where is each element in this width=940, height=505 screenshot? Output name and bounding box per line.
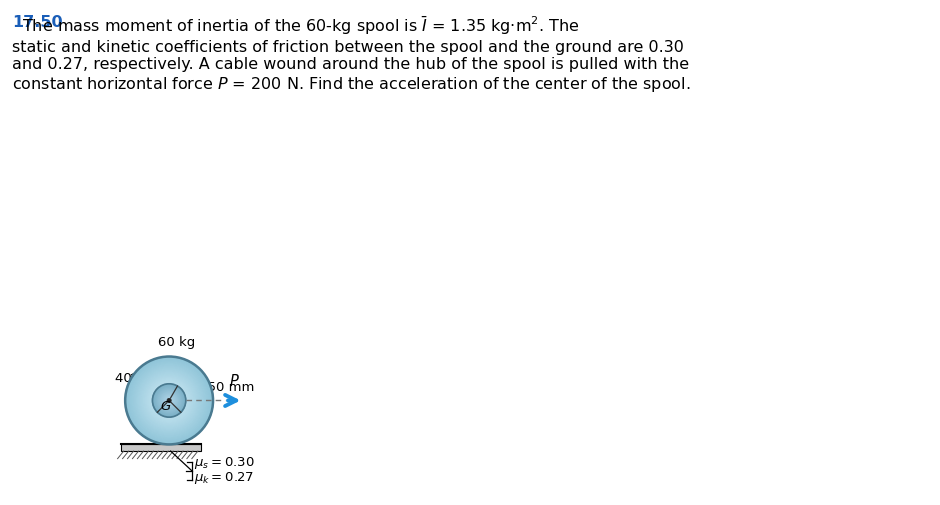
Bar (120, 444, 201, 451)
Circle shape (168, 399, 170, 401)
Circle shape (164, 395, 175, 406)
Circle shape (157, 388, 181, 413)
Circle shape (126, 358, 212, 443)
Circle shape (156, 387, 182, 414)
Circle shape (156, 388, 182, 413)
Circle shape (166, 398, 172, 403)
Circle shape (167, 398, 171, 402)
Circle shape (153, 385, 185, 416)
Circle shape (151, 383, 187, 418)
Circle shape (150, 382, 188, 419)
Circle shape (133, 365, 205, 436)
Circle shape (137, 369, 201, 432)
Circle shape (148, 379, 191, 422)
Circle shape (147, 378, 192, 423)
Circle shape (164, 396, 174, 405)
Circle shape (136, 368, 201, 433)
Circle shape (132, 363, 207, 438)
Circle shape (134, 365, 204, 436)
Circle shape (155, 386, 183, 415)
Circle shape (156, 387, 182, 414)
Text: $\mu_s = 0.30$: $\mu_s = 0.30$ (195, 455, 255, 471)
Circle shape (163, 394, 176, 407)
Circle shape (168, 399, 170, 401)
Circle shape (148, 379, 190, 422)
Text: $G$: $G$ (160, 400, 171, 413)
Circle shape (130, 361, 209, 440)
Circle shape (162, 393, 177, 408)
Circle shape (127, 358, 212, 443)
Circle shape (152, 384, 186, 417)
Circle shape (167, 398, 171, 402)
Circle shape (162, 393, 177, 408)
Circle shape (168, 400, 170, 401)
Circle shape (146, 377, 193, 424)
Text: The mass moment of inertia of the 60-kg spool is $\bar{I}$ = 1.35 kg·m$^2$. The
: The mass moment of inertia of the 60-kg … (12, 15, 691, 94)
Circle shape (134, 366, 203, 435)
Circle shape (162, 393, 176, 408)
Circle shape (163, 394, 175, 407)
Text: $\mu_k = 0.27$: $\mu_k = 0.27$ (195, 470, 255, 486)
Text: $P$: $P$ (228, 373, 240, 389)
Circle shape (159, 390, 180, 411)
Circle shape (145, 376, 194, 425)
Circle shape (155, 387, 183, 414)
Circle shape (153, 384, 185, 417)
Circle shape (165, 397, 172, 404)
Circle shape (141, 372, 197, 429)
Circle shape (159, 390, 180, 411)
Circle shape (164, 395, 174, 406)
Circle shape (131, 362, 208, 439)
Circle shape (154, 385, 184, 416)
Circle shape (157, 388, 181, 413)
Circle shape (139, 371, 199, 430)
Circle shape (149, 380, 189, 421)
Circle shape (161, 392, 177, 409)
Circle shape (142, 373, 196, 428)
Circle shape (133, 364, 206, 437)
Circle shape (143, 374, 196, 427)
Circle shape (149, 381, 188, 420)
Circle shape (159, 390, 180, 411)
Circle shape (161, 392, 178, 409)
Circle shape (160, 391, 179, 410)
Circle shape (161, 392, 178, 409)
Circle shape (167, 399, 171, 402)
Circle shape (135, 367, 202, 434)
Circle shape (164, 395, 175, 406)
Circle shape (158, 389, 180, 412)
Circle shape (154, 385, 184, 416)
Text: 400 mm: 400 mm (115, 372, 170, 385)
Circle shape (153, 385, 184, 416)
Circle shape (155, 386, 183, 415)
Circle shape (138, 370, 200, 431)
Circle shape (140, 372, 198, 429)
Circle shape (157, 389, 180, 412)
Circle shape (167, 399, 171, 402)
Circle shape (144, 375, 195, 426)
Circle shape (158, 389, 180, 412)
Circle shape (125, 357, 213, 444)
Circle shape (152, 384, 186, 417)
Circle shape (164, 396, 174, 405)
Text: 17.50: 17.50 (12, 15, 63, 30)
Circle shape (129, 360, 210, 441)
Circle shape (163, 394, 175, 407)
Circle shape (165, 396, 173, 405)
Circle shape (165, 397, 173, 404)
Text: 150 mm: 150 mm (199, 381, 255, 393)
Circle shape (166, 398, 172, 403)
Text: 60 kg: 60 kg (158, 336, 196, 349)
Circle shape (128, 359, 211, 442)
Circle shape (160, 391, 179, 410)
Circle shape (160, 391, 178, 410)
